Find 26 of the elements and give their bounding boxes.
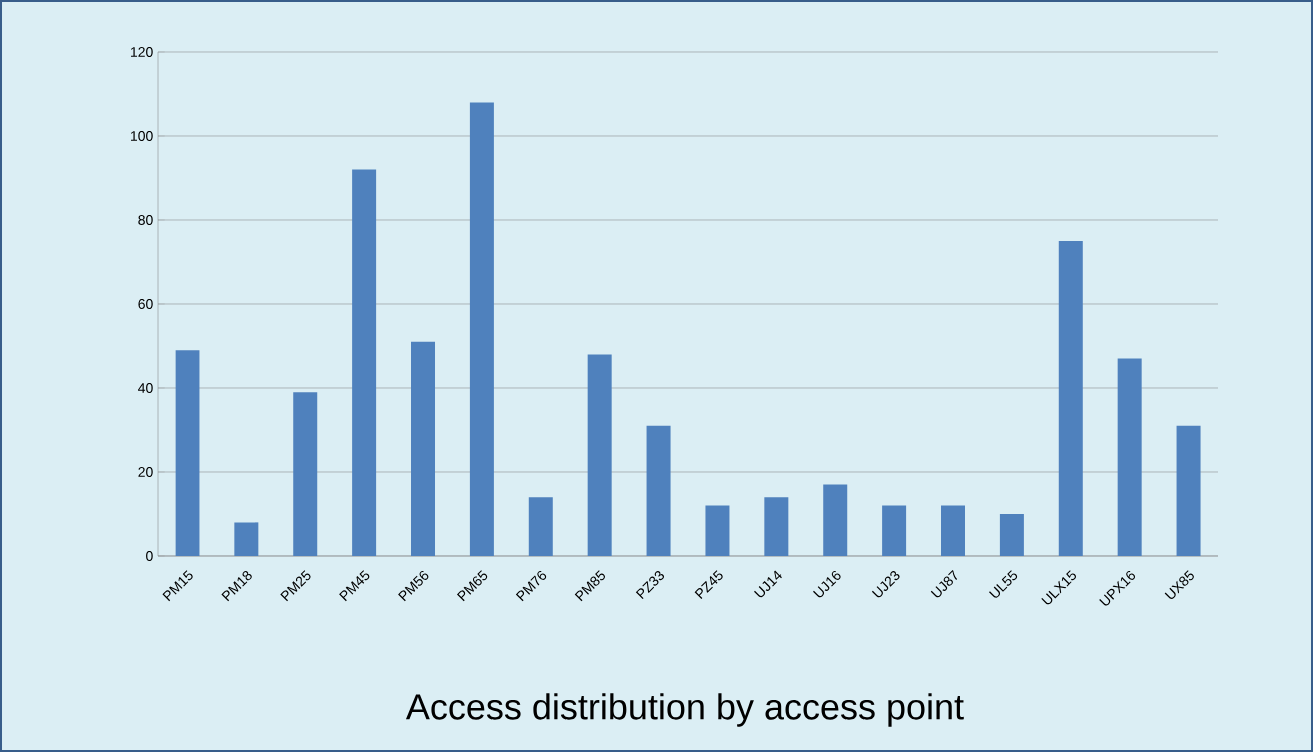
bar <box>175 350 200 556</box>
bar <box>528 497 553 556</box>
bar <box>293 392 318 556</box>
y-tick-label: 20 <box>138 467 153 477</box>
bar <box>764 497 789 556</box>
bar <box>882 505 907 556</box>
y-tick-label: 40 <box>138 383 153 393</box>
y-tick-label: 0 <box>146 551 153 561</box>
text: Access distribution by access point <box>405 693 964 727</box>
bar <box>234 522 259 556</box>
bar <box>999 513 1024 556</box>
bar <box>587 354 612 556</box>
bar <box>1058 240 1083 556</box>
bar <box>1176 425 1201 556</box>
bar <box>941 505 966 556</box>
bar <box>411 341 436 556</box>
bar <box>705 505 730 556</box>
bar <box>469 102 494 556</box>
bar <box>646 425 671 556</box>
y-tick-label: 80 <box>138 215 153 225</box>
y-tick-label: 120 <box>131 47 153 57</box>
bar <box>352 169 377 556</box>
y-tick-label: 100 <box>131 131 153 141</box>
bar <box>1117 358 1142 556</box>
y-tick-label: 60 <box>138 299 153 309</box>
bar <box>823 484 848 556</box>
